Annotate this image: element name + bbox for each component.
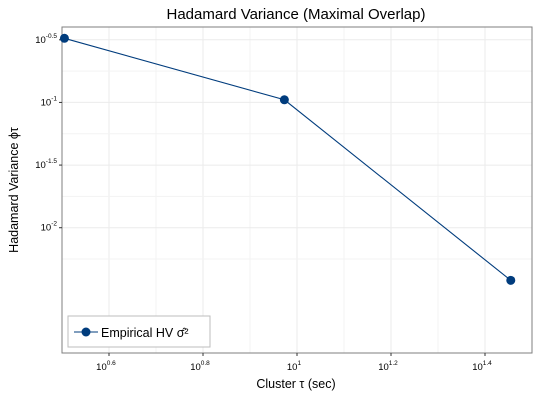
data-point bbox=[279, 95, 289, 105]
data-point bbox=[59, 33, 69, 43]
legend: Empirical HV σ̂² bbox=[67, 315, 211, 348]
x-tick-label: 100.8 bbox=[190, 360, 210, 373]
chart-title: Hadamard Variance (Maximal Overlap) bbox=[167, 6, 426, 23]
y-tick-label: 10-1.5 bbox=[35, 158, 57, 171]
legend-label: Empirical HV σ̂² bbox=[101, 326, 189, 340]
x-axis-ticks: 100.6 100.8 101 101.2 101.4 bbox=[96, 353, 492, 373]
series-layer bbox=[59, 33, 516, 285]
y-axis-title: Hadamard Variance ϕτ bbox=[7, 127, 21, 253]
data-point bbox=[506, 275, 516, 285]
y-axis-ticks: 10-0.5 10-1 10-1.5 10-2 bbox=[35, 33, 62, 234]
y-tick-label: 10-1 bbox=[41, 95, 58, 108]
legend-marker bbox=[81, 327, 91, 337]
y-tick-label: 10-2 bbox=[41, 221, 58, 234]
x-tick-label: 101.4 bbox=[472, 360, 492, 373]
grid-lines bbox=[62, 27, 532, 353]
y-tick-label: 10-0.5 bbox=[35, 33, 57, 46]
x-tick-label: 101.2 bbox=[378, 360, 398, 373]
x-tick-label: 100.6 bbox=[96, 360, 116, 373]
x-axis-title: Cluster τ (sec) bbox=[256, 377, 335, 391]
x-tick-label: 101 bbox=[287, 360, 302, 373]
series-line bbox=[64, 37, 512, 281]
